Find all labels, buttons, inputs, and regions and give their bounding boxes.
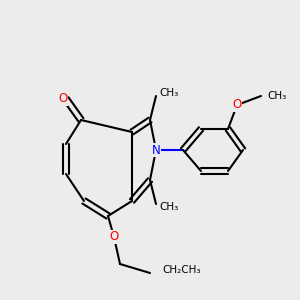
Text: O: O [232, 98, 242, 112]
Text: CH₃: CH₃ [159, 88, 178, 98]
Text: O: O [110, 230, 118, 244]
Text: CH₃: CH₃ [267, 91, 286, 101]
Text: N: N [152, 143, 160, 157]
Text: O: O [58, 92, 68, 106]
Text: CH₂CH₃: CH₂CH₃ [162, 265, 200, 275]
Text: CH₃: CH₃ [159, 202, 178, 212]
